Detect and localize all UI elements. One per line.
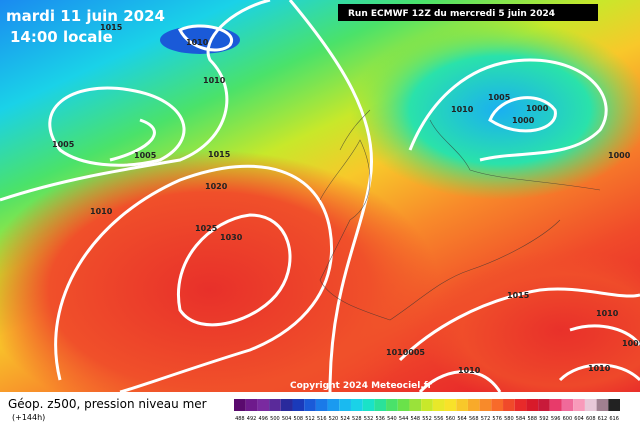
legend-label: 568	[469, 416, 479, 422]
legend-label: 612	[598, 416, 608, 422]
legend-swatch	[292, 399, 305, 411]
legend-swatch	[561, 399, 574, 411]
legend-swatch	[245, 399, 258, 411]
legend-swatch	[608, 399, 620, 411]
legend-label: 512	[305, 416, 315, 422]
legend-swatch	[386, 399, 398, 411]
run-box	[338, 4, 598, 21]
legend-label: 616	[609, 416, 619, 422]
isobar-label: 1030	[220, 233, 243, 242]
legend-swatch	[362, 399, 375, 411]
legend-swatch	[584, 399, 597, 411]
isobar-label: 1005	[52, 140, 75, 149]
isobar-label: 1025	[195, 224, 218, 233]
isobar-label: 1000	[608, 151, 631, 160]
isobar-label: 1015	[208, 150, 231, 159]
legend-swatch	[269, 399, 281, 411]
legend-swatch	[315, 399, 328, 411]
run-info: Run ECMWF 12Z du mercredi 5 juin 2024	[348, 9, 555, 19]
isobar-label: 1010	[203, 76, 226, 85]
isobar-label: 1010	[186, 38, 209, 47]
footer-lead: (+144h)	[12, 413, 45, 422]
isobar-label: 1020	[205, 182, 228, 191]
isobar-label: 1005	[488, 93, 511, 102]
isobar-label: 1010005	[386, 348, 425, 357]
legend-swatch	[444, 399, 457, 411]
legend-label: 488	[235, 416, 245, 422]
isobar-label: 1010	[596, 309, 619, 318]
legend-swatch	[503, 399, 515, 411]
legend-label: 540	[387, 416, 397, 422]
legend-swatch	[304, 399, 316, 411]
legend-label: 580	[504, 416, 514, 422]
legend-swatch	[397, 399, 410, 411]
legend-swatch	[432, 399, 445, 411]
legend-label: 496	[258, 416, 268, 422]
isobar-label: 1015	[100, 23, 123, 32]
legend-label: 576	[492, 416, 502, 422]
legend-label: 608	[586, 416, 596, 422]
legend-label: 552	[422, 416, 432, 422]
isobar-label: 1010	[588, 364, 611, 373]
legend-label: 556	[434, 416, 444, 422]
legend-label: 520	[329, 416, 339, 422]
copyright: Copyright 2024 Meteociel.fr	[290, 381, 433, 391]
legend-swatch	[234, 399, 246, 411]
legend-label: 592	[539, 416, 549, 422]
isobar-labels: 1015 1010 1010 1005 1005 1015 1020 1010 10251030…	[52, 23, 640, 375]
legend-swatch	[479, 399, 492, 411]
legend-swatch	[257, 399, 270, 411]
legend-label: 560	[446, 416, 456, 422]
legend-swatch	[456, 399, 468, 411]
legend-label: 500	[270, 416, 280, 422]
legend-swatch	[339, 399, 351, 411]
legend-swatch	[514, 399, 527, 411]
legend-label: 492	[247, 416, 257, 422]
legend-swatch	[327, 399, 340, 411]
isobar-label: 1010	[90, 207, 113, 216]
legend-swatch	[350, 399, 363, 411]
isobar-label: 1010	[458, 366, 481, 375]
legend-label: 544	[399, 416, 409, 422]
footer-title: Géop. z500, pression niveau mer	[8, 397, 207, 411]
legend-swatch	[421, 399, 433, 411]
isobar-label: 1010	[451, 105, 474, 114]
legend-swatch	[409, 399, 422, 411]
legend-label: 584	[516, 416, 526, 422]
legend-label: 528	[352, 416, 362, 422]
legend-label: 564	[457, 416, 467, 422]
isobar-label: 1000	[512, 116, 535, 125]
legend-swatch	[467, 399, 480, 411]
legend-swatch	[538, 399, 550, 411]
legend-label: 536	[375, 416, 385, 422]
legend-swatch	[280, 399, 293, 411]
legend-label: 504	[282, 416, 292, 422]
valid-date: mardi 11 juin 2024	[6, 7, 165, 25]
isobar-label: 1005	[622, 339, 640, 348]
legend-label: 508	[294, 416, 304, 422]
isobar-label: 1015	[507, 291, 530, 300]
legend-swatch	[526, 399, 539, 411]
legend-label: 604	[574, 416, 584, 422]
legend-label: 516	[317, 416, 327, 422]
legend-label: 588	[527, 416, 537, 422]
legend-swatch	[491, 399, 504, 411]
legend-label: 572	[481, 416, 491, 422]
valid-time: 14:00 locale	[10, 28, 113, 46]
legend-label: 524	[340, 416, 350, 422]
isobar-label: 1005	[134, 151, 157, 160]
legend-swatch	[596, 399, 609, 411]
legend-label: 532	[364, 416, 374, 422]
legend-swatch	[573, 399, 585, 411]
legend-swatch	[374, 399, 387, 411]
legend-swatch	[549, 399, 562, 411]
legend-label: 600	[563, 416, 573, 422]
legend-label: 596	[551, 416, 561, 422]
isobar-label: 1000	[526, 104, 549, 113]
color-legend: 488 492 496 500 504 508 512 516 520 524 528 532 536 5…	[234, 399, 620, 422]
legend-label: 548	[411, 416, 421, 422]
